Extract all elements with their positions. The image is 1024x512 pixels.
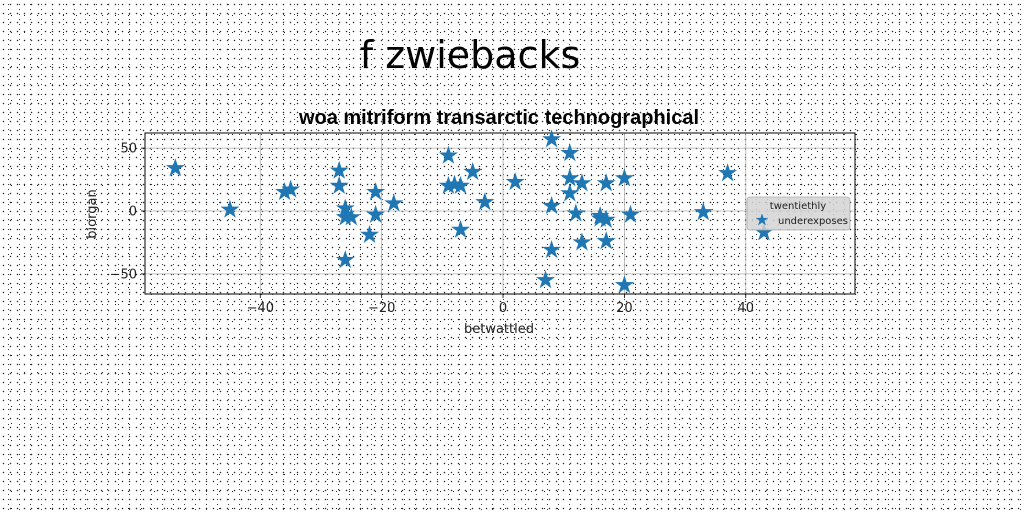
data-point-star [542, 240, 562, 259]
data-point-star [505, 172, 525, 191]
data-point-star [384, 193, 404, 212]
x-tick-label: 40 [737, 301, 754, 316]
x-tick-label: −20 [368, 301, 395, 316]
data-point-star [475, 192, 495, 211]
data-point-star [560, 183, 580, 202]
data-points [165, 129, 774, 294]
figure-suptitle: f zwiebacks [359, 33, 581, 77]
data-point-star [536, 270, 555, 289]
data-point-star [329, 160, 349, 179]
plot-area [144, 132, 856, 295]
data-point-star [560, 143, 580, 162]
y-tick-label: −50 [110, 267, 137, 282]
data-point-star [566, 203, 586, 222]
data-point-star [542, 129, 562, 148]
x-tick-label: 0 [499, 301, 507, 316]
data-point-star [560, 168, 580, 187]
data-point-star [341, 207, 361, 226]
y-tick-label: 50 [120, 142, 137, 157]
data-point-star [718, 163, 738, 182]
data-point-star [614, 168, 634, 187]
data-point-star [366, 204, 386, 223]
data-point-star [596, 231, 616, 250]
data-point-star [220, 199, 240, 218]
y-tick-label: 0 [129, 204, 137, 219]
data-point-star [165, 158, 185, 177]
legend-entry-label: underexposes [778, 216, 848, 227]
legend-box [746, 196, 851, 231]
data-point-star [335, 250, 355, 269]
data-point-star [614, 275, 634, 294]
x-tick-label: −40 [247, 301, 274, 316]
data-point-star [572, 232, 592, 251]
data-point-star [542, 195, 562, 215]
data-point-star [463, 162, 483, 181]
data-point-star [438, 145, 458, 164]
legend-star-icon [755, 213, 769, 226]
data-point-star [451, 175, 471, 194]
data-point-star [281, 179, 301, 198]
data-point-star [451, 219, 471, 238]
data-point-star [366, 182, 386, 201]
data-point-star [360, 224, 380, 243]
data-point-star [572, 173, 592, 192]
legend-marker-icon [755, 213, 769, 226]
axis-ticks: −40 −20 0 20 40 −50 0 50 [110, 142, 754, 316]
x-axis-label: betwattled [464, 322, 534, 337]
data-point-star [693, 202, 713, 221]
data-point-star [596, 173, 616, 192]
legend-title: twentiethly [770, 201, 826, 212]
legend[interactable]: twentiethly underexposes [746, 196, 851, 231]
chart-title: woa mitriform transarctic technographica… [298, 107, 699, 129]
x-tick-label: 20 [616, 301, 633, 316]
data-point-star [620, 204, 640, 223]
y-axis-label: biorgan [85, 189, 100, 238]
data-point-star [329, 175, 349, 194]
data-point-star [596, 209, 616, 228]
